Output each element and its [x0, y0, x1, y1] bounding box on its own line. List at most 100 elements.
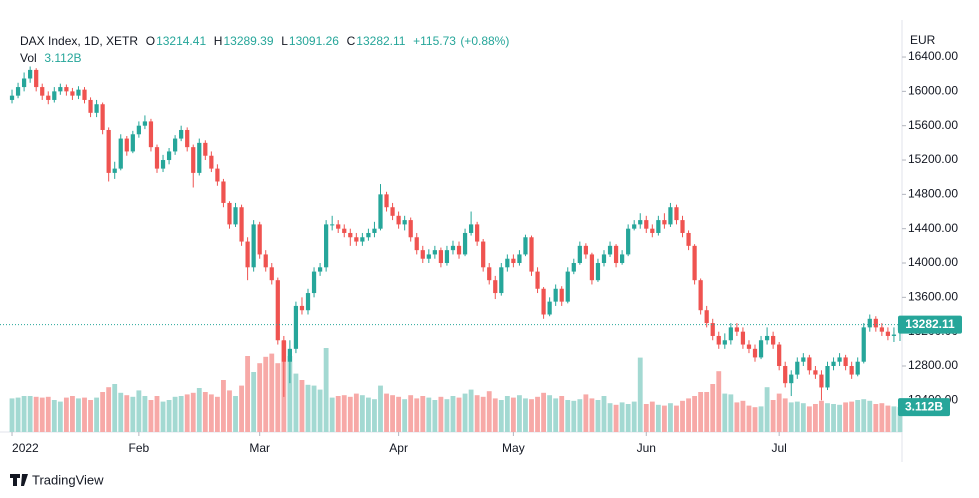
volume-bar	[794, 401, 800, 432]
volume-bar	[770, 400, 776, 432]
volume-bar	[867, 400, 873, 432]
candle-body	[656, 220, 661, 233]
volume-bar	[269, 353, 275, 432]
volume-bar	[849, 401, 855, 432]
volume-bar	[311, 385, 317, 432]
candle-body	[674, 207, 679, 221]
volume-bar	[504, 396, 510, 432]
candle-body	[70, 91, 75, 96]
volume-bar	[474, 395, 480, 432]
volume-bar	[444, 399, 450, 432]
ohlc-value: 13282.11	[356, 34, 406, 48]
volume-bar	[432, 400, 438, 432]
y-tick-label: 14000.00	[908, 255, 958, 269]
candle-body	[855, 361, 860, 375]
volume-bar	[613, 404, 619, 432]
volume-bar	[251, 372, 257, 432]
candle-body	[620, 254, 625, 264]
volume-bar	[263, 356, 269, 432]
candle-body	[632, 224, 637, 229]
candle-body	[626, 228, 631, 255]
candle-body	[831, 361, 836, 367]
ohlc-letter: C	[346, 34, 356, 48]
volume-bar	[221, 380, 226, 432]
candle-body	[299, 305, 305, 311]
candle-body	[88, 99, 93, 113]
volume-bar	[94, 397, 100, 432]
volume-bar	[100, 392, 106, 432]
volume-bar	[680, 400, 685, 432]
volume-bar	[239, 385, 244, 432]
volume-bar	[420, 396, 426, 432]
volume-bar	[45, 396, 51, 432]
candle-body	[771, 335, 776, 345]
candle-body	[607, 245, 613, 255]
volume-bar	[166, 400, 172, 432]
candle-body	[746, 344, 752, 349]
volume-bar	[118, 392, 124, 432]
candle-body	[233, 207, 238, 225]
x-tick-label: Apr	[389, 441, 408, 455]
volume-bar	[891, 406, 897, 432]
candle-body	[758, 340, 764, 358]
volume-bar	[426, 397, 432, 432]
candle-body	[317, 267, 323, 272]
x-tick-label: May	[502, 441, 525, 455]
candle-body	[716, 335, 721, 345]
candle-body	[348, 232, 353, 238]
candle-body	[46, 95, 51, 100]
candle-body	[426, 254, 431, 259]
volume-bar	[517, 395, 522, 432]
candle-body	[342, 228, 347, 233]
candle-body	[281, 340, 286, 362]
volume-bar	[547, 395, 553, 432]
volume-bar	[287, 356, 293, 432]
candle-body	[21, 78, 27, 88]
volume-bar	[523, 398, 528, 432]
volume-bar	[607, 403, 613, 432]
logo	[10, 474, 28, 486]
volume-bars	[9, 340, 903, 432]
candle-body	[879, 327, 884, 332]
volume-bar	[106, 387, 112, 432]
volume-bar	[233, 396, 238, 432]
candle-body	[885, 331, 891, 336]
y-tick-label: 12800.00	[908, 358, 958, 372]
volume-bar	[535, 396, 540, 432]
candle-body	[354, 237, 359, 242]
candle-body	[789, 374, 794, 384]
volume-bar	[529, 399, 534, 432]
volume-bar	[885, 405, 891, 432]
candle-body	[112, 168, 117, 173]
volume-bar	[160, 401, 166, 432]
volume-bar	[728, 394, 734, 432]
volume-bar	[299, 380, 305, 432]
volume-bar	[323, 348, 329, 432]
volume-bar	[559, 396, 565, 432]
candle-body	[408, 220, 413, 238]
volume-bar	[390, 395, 395, 432]
candle-body	[481, 241, 486, 268]
candle-body	[589, 254, 595, 281]
candle-body	[740, 331, 746, 345]
candle-body	[191, 147, 196, 173]
volume-bar	[873, 404, 879, 432]
candle-body	[330, 224, 335, 226]
candle-body	[203, 142, 208, 156]
candle-body	[263, 254, 268, 268]
volume-bar	[782, 398, 788, 432]
volume-bar	[758, 406, 764, 432]
volume-bar	[746, 405, 752, 432]
candle-body	[577, 245, 582, 264]
candle-body	[601, 254, 607, 264]
volume-bar	[208, 394, 214, 432]
volume-bar	[456, 397, 462, 432]
candle-body	[535, 271, 540, 289]
volume-bar	[480, 396, 486, 432]
candle-body	[9, 95, 15, 100]
volume-bar	[661, 405, 667, 432]
volume-bar	[734, 402, 740, 432]
candle-body	[40, 87, 45, 96]
candle-body	[468, 224, 474, 233]
candle-body	[311, 271, 317, 294]
